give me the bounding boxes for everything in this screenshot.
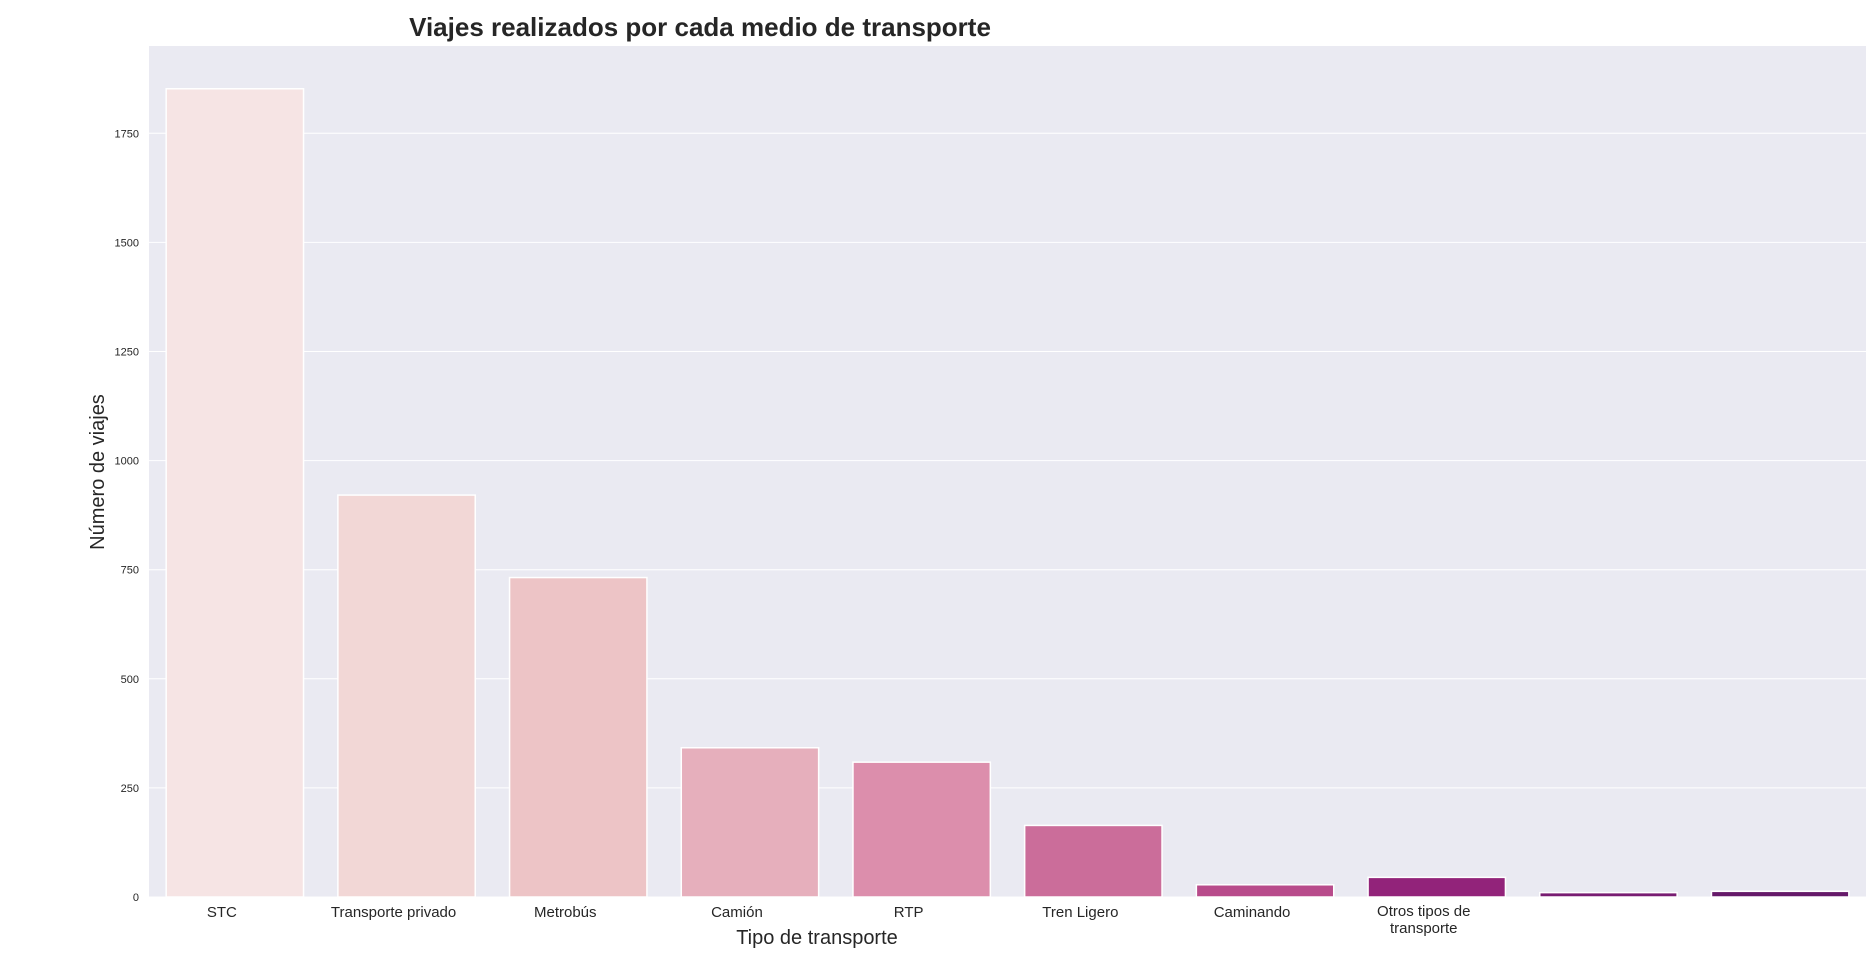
y-tick-label: 750 (121, 565, 139, 577)
x-tick-label: Caminando (1214, 904, 1291, 921)
y-axis-ticks: 0 250 500 750 1000 1250 1500 1750 (115, 128, 139, 904)
bar (165, 88, 305, 898)
x-tick-label: Otros tipos de transporte (1377, 903, 1470, 937)
bar (508, 576, 648, 898)
x-tick-label: Metrobús (534, 904, 597, 921)
bar (680, 746, 820, 898)
x-axis-label: Tipo de transporte (736, 927, 898, 949)
y-axis-label: Número de viajes (87, 394, 109, 550)
y-tick-label: 1750 (115, 128, 139, 140)
bar (1367, 876, 1507, 898)
bar (1539, 891, 1678, 898)
bar (1710, 890, 1850, 898)
x-tick-label: Tren Ligero (1042, 904, 1118, 921)
bars (165, 88, 1850, 898)
y-tick-label: 0 (133, 892, 139, 904)
x-tick-label: Transporte privado (331, 904, 456, 921)
x-tick-label: Camión (711, 904, 763, 921)
y-tick-label: 500 (121, 674, 139, 686)
bar (1195, 884, 1335, 898)
y-tick-label: 1250 (115, 346, 139, 358)
chart-title: Viajes realizados por cada medio de tran… (409, 12, 991, 42)
y-tick-label: 250 (121, 783, 139, 795)
x-tick-label: STC (207, 904, 237, 921)
x-axis-ticks: STC Transporte privado Metrobús Camión RTP Tr… (207, 903, 1471, 937)
bar (852, 761, 992, 898)
y-tick-label: 1500 (115, 237, 139, 249)
x-tick-label: RTP (894, 904, 924, 921)
bar (1023, 824, 1163, 898)
y-tick-label: 1000 (115, 456, 139, 468)
bar (337, 494, 476, 898)
